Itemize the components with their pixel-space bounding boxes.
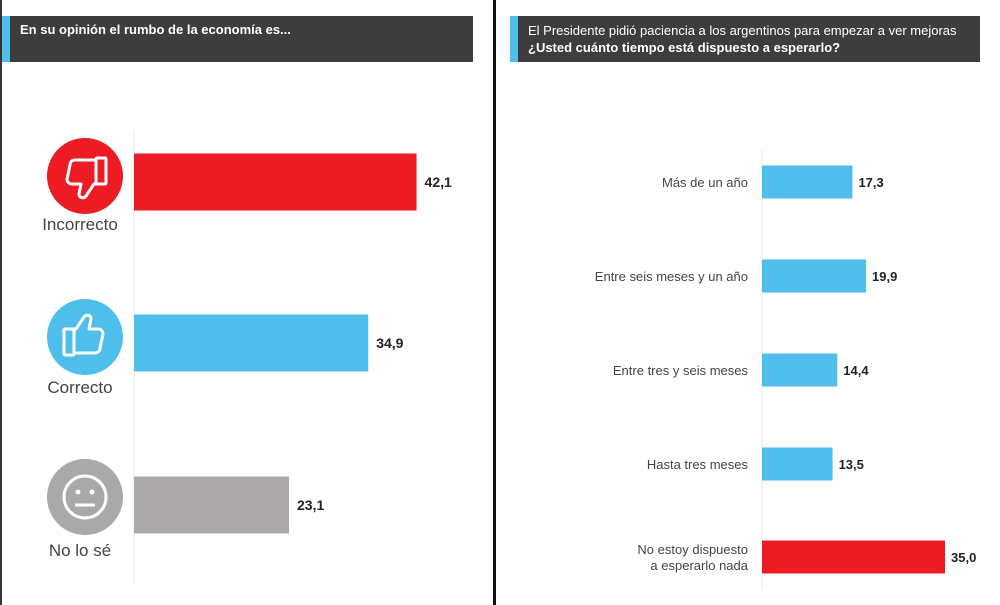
neutral-face-icon	[47, 459, 123, 535]
header-accent	[510, 16, 518, 62]
header-accent	[2, 16, 10, 62]
right-category-label-1: Entre seis meses y un año	[595, 269, 748, 284]
right-category-label-2: Entre tres y seis meses	[613, 363, 749, 378]
icon-label-incorrecto: Incorrecto	[42, 215, 118, 234]
right-chart-title-bold: ¿Usted cuánto tiempo está dispuesto a es…	[528, 40, 841, 55]
right-chart-title-plain: El Presidente pidió paciencia a los arge…	[528, 23, 957, 38]
right-bar-value-4: 35,0	[951, 550, 976, 565]
left-bar-value-0: 42,1	[425, 174, 452, 190]
right-bar-value-2: 14,4	[843, 363, 869, 378]
left-bar-2	[134, 476, 290, 534]
right-category-label-0: Más de un año	[662, 175, 748, 190]
right-chart-header: El Presidente pidió paciencia a los arge…	[510, 16, 980, 62]
icon-label-correcto: Correcto	[47, 378, 113, 397]
left-bar-0	[134, 153, 417, 211]
right-category-label-4-line-0: No estoy dispuesto	[637, 542, 748, 557]
left-bar-value-2: 23,1	[297, 497, 324, 513]
right-bar-2	[762, 353, 838, 387]
right-bar-0	[762, 165, 853, 199]
left-chart-header: En su opinión el rumbo de la economía es…	[2, 16, 473, 62]
right-bar-value-0: 17,3	[858, 175, 883, 190]
left-chart-title: En su opinión el rumbo de la economía es…	[20, 22, 291, 37]
right-bar-3	[762, 447, 833, 481]
icon-label-no-lo-se: No lo sé	[48, 541, 112, 560]
right-category-label-3: Hasta tres meses	[647, 457, 749, 472]
right-category-label-4-line-1: a esperarlo nada	[650, 558, 748, 573]
thumbs-down-icon	[47, 138, 123, 214]
right-bar-value-3: 13,5	[839, 457, 864, 472]
left-panel	[0, 0, 496, 605]
right-bar-1	[762, 259, 867, 293]
left-bar-1	[134, 314, 369, 372]
thumbs-up-icon	[47, 299, 123, 375]
left-bar-value-1: 34,9	[376, 335, 403, 351]
right-bar-value-1: 19,9	[872, 269, 897, 284]
right-bar-4	[762, 540, 945, 574]
